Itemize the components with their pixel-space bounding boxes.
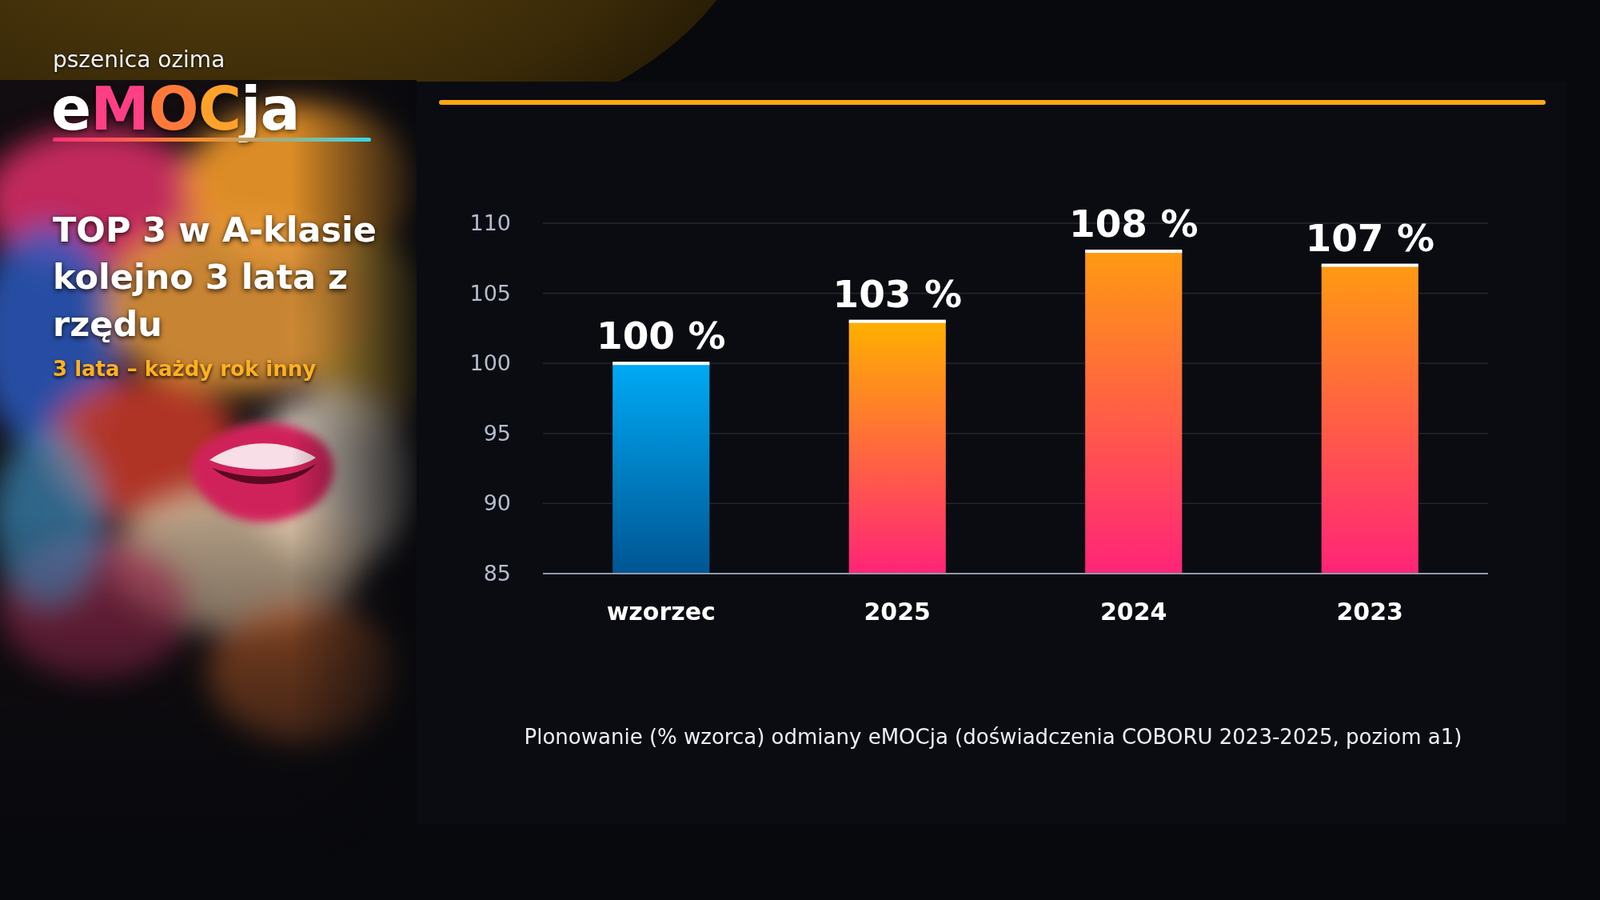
left-panel: pszenica ozima eMOCja TOP 3 w A-klasie k… [0, 0, 480, 480]
data-label: 107 % [1304, 215, 1435, 260]
brand-letter: M [90, 74, 149, 144]
data-label: 108 % [1069, 201, 1199, 246]
tagline: 3 lata – każdy rok inny [52, 356, 316, 381]
grid [542, 223, 1489, 574]
crop-label: pszenica ozima [52, 46, 225, 73]
y-tick-label: 100 [469, 350, 511, 376]
bar [1085, 251, 1182, 574]
bar-cap [612, 361, 710, 365]
data-label: 103 % [832, 271, 962, 316]
data-label: 100 % [596, 313, 727, 358]
brand-letter: O [148, 74, 199, 144]
gold-texture [0, 0, 752, 84]
bar-cap [1085, 249, 1182, 253]
bar [612, 363, 710, 574]
bar-cap [849, 319, 946, 324]
bar [1321, 265, 1419, 574]
chart: 85 90 95 100 105 110 100 % 103 % 108 % 107 % wzorz… [0, 0, 1600, 900]
brand-letter: C [198, 74, 241, 144]
y-tick-label: 90 [483, 490, 511, 515]
portrait-art [0, 79, 417, 872]
chart-panel [416, 81, 1567, 825]
x-tick-labels: wzorzec 2025 2024 2023 [606, 597, 1404, 626]
x-tick-label: wzorzec [606, 597, 716, 626]
x-tick-label: 2024 [1100, 597, 1168, 626]
grid-line [542, 572, 1489, 574]
bar [849, 321, 946, 574]
brand-letter: e [51, 74, 91, 144]
y-tick-label: 105 [469, 280, 511, 306]
accent-line [438, 99, 1546, 105]
x-axis-line [542, 572, 1489, 575]
brand-letter: a [259, 74, 300, 144]
y-tick-label: 110 [469, 210, 511, 236]
x-tick-label: 2023 [1336, 597, 1405, 626]
chart-title: Plonowanie (% wzorca) odmiany eMOCja (do… [524, 724, 1463, 749]
brand-letter: j [240, 74, 260, 144]
brand-underline [52, 137, 372, 142]
y-tick-label: 85 [483, 560, 511, 586]
brand-logo: eMOCja [51, 76, 300, 141]
x-tick-label: 2025 [864, 597, 932, 626]
bar-cap [1321, 263, 1419, 268]
headline: TOP 3 w A-klasie kolejno 3 lata z rzędu [52, 206, 405, 348]
data-labels: 100 % 103 % 108 % 107 % [596, 201, 1435, 358]
y-tick-label: 95 [483, 420, 511, 446]
bars [612, 249, 1419, 574]
